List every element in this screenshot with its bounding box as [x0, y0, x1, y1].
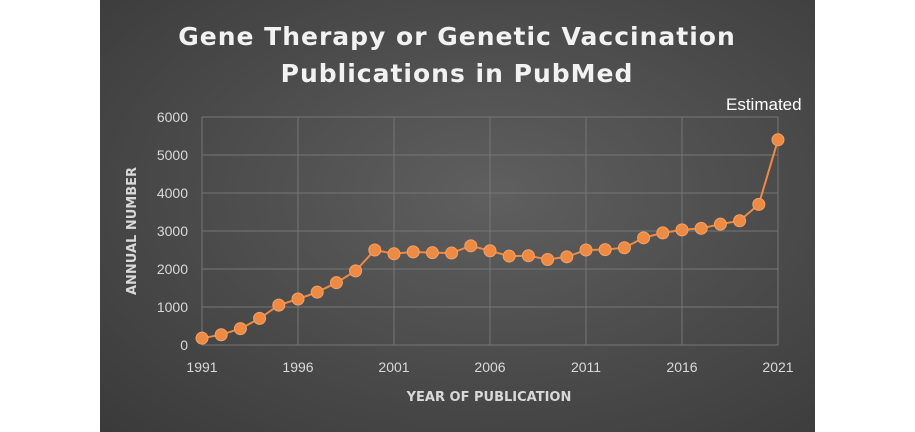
data-point-2000: [368, 243, 382, 257]
data-point-1996: [291, 292, 305, 306]
x-axis-ticks: 1991 1996 2001 2006 2011 2016 2021: [186, 359, 793, 375]
y-axis-title: ANNUAL NUMBER: [125, 167, 140, 295]
data-point-2016: [675, 223, 689, 237]
data-point-2010: [560, 250, 574, 264]
series-publications: [195, 133, 785, 345]
line-chart: Gene Therapy or Genetic Vaccination Publ…: [125, 22, 802, 405]
chart-title-line-2: Publications in PubMed: [281, 59, 634, 88]
y-tick-label: 3000: [157, 223, 188, 239]
y-axis-ticks: 0 1000 2000 3000 4000 5000 6000: [157, 109, 188, 353]
data-point-2021: [771, 133, 785, 147]
x-tick-label: 1996: [282, 359, 313, 375]
data-point-1994: [253, 311, 267, 325]
x-tick-label: 2021: [762, 359, 793, 375]
chart-panel: Gene Therapy or Genetic Vaccination Publ…: [100, 0, 815, 432]
y-tick-label: 4000: [157, 185, 188, 201]
data-point-2019: [733, 214, 747, 228]
data-point-2005: [464, 239, 478, 253]
data-point-2001: [387, 247, 401, 261]
data-point-2006: [483, 244, 497, 258]
data-point-2007: [502, 249, 516, 263]
grid-lines: [201, 116, 779, 346]
data-point-2017: [694, 221, 708, 235]
data-point-2018: [713, 217, 727, 231]
x-tick-label: 2016: [666, 359, 697, 375]
data-point-1995: [272, 298, 286, 312]
x-tick-label: 1991: [186, 359, 217, 375]
data-point-1999: [349, 264, 363, 278]
chart-title-line-1: Gene Therapy or Genetic Vaccination: [178, 22, 736, 51]
data-point-2015: [656, 226, 670, 240]
data-point-1992: [214, 328, 228, 342]
data-point-2004: [445, 246, 459, 260]
data-point-2014: [637, 231, 651, 245]
data-point-1997: [310, 285, 324, 299]
y-tick-label: 0: [180, 337, 188, 353]
data-point-2009: [541, 253, 555, 266]
data-point-2003: [425, 246, 439, 260]
x-tick-label: 2011: [571, 359, 601, 375]
data-point-2013: [617, 241, 631, 255]
y-tick-label: 2000: [157, 261, 188, 277]
annotations: Estimated: [726, 95, 802, 114]
data-point-2011: [579, 243, 593, 257]
data-point-1991: [195, 331, 209, 345]
y-tick-label: 5000: [157, 147, 188, 163]
data-point-1993: [233, 322, 247, 336]
annotation-label: Estimated: [726, 95, 802, 114]
y-tick-label: 6000: [157, 109, 188, 125]
data-point-2008: [521, 249, 535, 263]
x-tick-label: 2006: [474, 359, 505, 375]
y-tick-label: 1000: [157, 299, 188, 315]
data-point-2020: [752, 197, 766, 211]
data-point-2002: [406, 245, 420, 259]
x-axis-title: YEAR OF PUBLICATION: [406, 390, 572, 405]
data-point-1998: [329, 276, 343, 290]
data-point-2012: [598, 243, 612, 257]
x-tick-label: 2001: [378, 359, 409, 375]
